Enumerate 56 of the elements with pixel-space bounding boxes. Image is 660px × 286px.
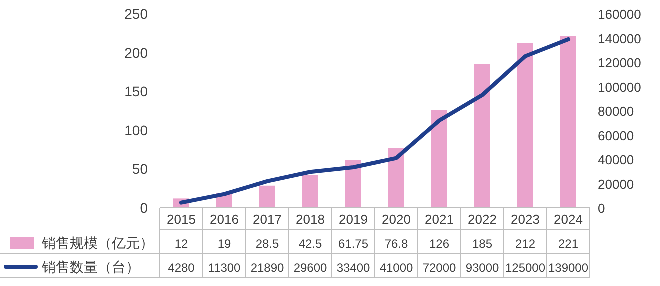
y2-tick-label: 160000 (598, 7, 642, 22)
data-label: 33400 (336, 261, 371, 275)
data-label: 29600 (294, 261, 328, 275)
data-label: 221 (558, 237, 579, 251)
y2-tick-label: 80000 (598, 104, 634, 119)
bar (560, 36, 576, 208)
bar (346, 160, 362, 208)
bar (388, 148, 404, 208)
y-tick-label: 250 (124, 6, 148, 22)
y-tick-label: 200 (124, 44, 148, 61)
data-label: 4280 (168, 261, 196, 275)
data-label: 61.75 (338, 237, 369, 251)
bar (518, 43, 534, 208)
y-tick-label: 100 (124, 122, 148, 138)
y2-tick-label: 0 (598, 201, 606, 216)
y2-tick-label: 100000 (598, 80, 642, 95)
x-tick-label: 2015 (167, 212, 196, 227)
data-label: 93000 (466, 261, 500, 275)
data-label: 41000 (380, 261, 414, 275)
y2-tick-label: 120000 (598, 56, 642, 70)
legend-label: 销售规模（亿元） (41, 235, 154, 251)
data-label: 19 (218, 237, 232, 251)
data-label: 212 (515, 237, 536, 251)
data-label: 12 (174, 237, 188, 251)
data-label: 72000 (422, 261, 457, 275)
bar (432, 110, 448, 208)
data-label: 139000 (548, 261, 589, 275)
y-tick-label: 50 (132, 161, 148, 178)
data-label: 76.8 (384, 237, 408, 251)
y2-tick-label: 20000 (598, 176, 634, 192)
data-label: 126 (429, 237, 450, 251)
x-tick-label: 2020 (382, 212, 411, 227)
x-tick-label: 2023 (511, 212, 540, 227)
data-label: 125000 (505, 261, 546, 275)
y-tick-label: 0 (140, 200, 148, 216)
x-tick-label: 2019 (339, 212, 368, 227)
bar (474, 64, 490, 208)
y2-tick-label: 140000 (598, 31, 642, 46)
bar (260, 186, 276, 208)
data-label: 11300 (208, 261, 242, 275)
y2-tick-label: 40000 (598, 152, 634, 168)
x-tick-label: 2021 (425, 212, 454, 227)
y2-tick-label: 60000 (598, 128, 634, 144)
line-series (180, 37, 570, 205)
x-tick-label: 2018 (296, 212, 325, 227)
y-tick-label: 150 (124, 84, 148, 100)
legend-label: 销售数量（台） (41, 259, 140, 275)
x-tick-label: 2024 (554, 212, 583, 227)
bar (302, 175, 318, 208)
data-label: 185 (472, 237, 493, 251)
data-label: 21890 (250, 261, 285, 275)
x-tick-label: 2017 (253, 212, 282, 227)
data-label: 28.5 (256, 237, 280, 251)
data-label: 42.5 (298, 237, 322, 251)
x-tick-label: 2022 (468, 212, 497, 227)
x-tick-label: 2016 (210, 212, 239, 227)
